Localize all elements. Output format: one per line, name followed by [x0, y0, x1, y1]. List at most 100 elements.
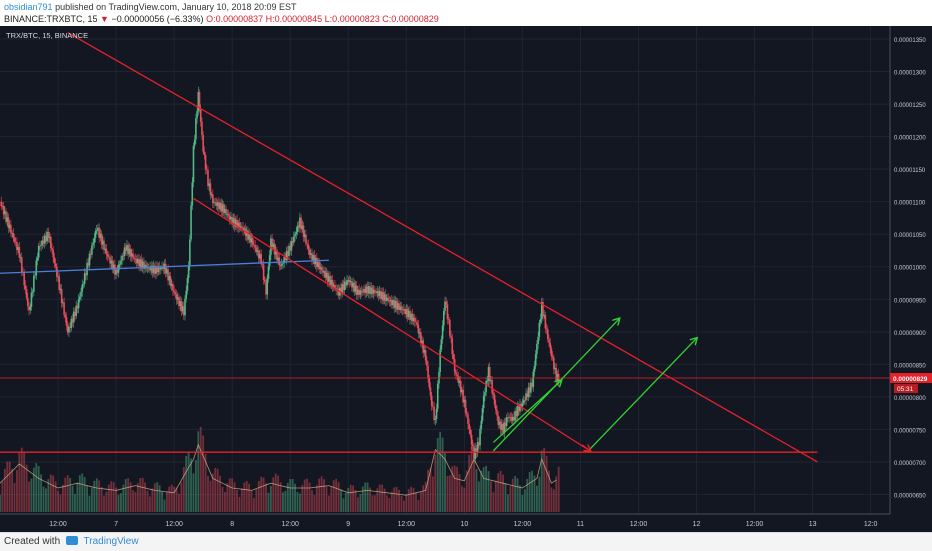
candle-body	[236, 219, 238, 228]
candle-body	[502, 423, 504, 434]
candle-body	[65, 317, 68, 326]
candle-body	[77, 299, 80, 309]
volume-bar	[6, 461, 9, 512]
candle-body	[508, 416, 510, 418]
candle-body	[93, 237, 96, 244]
candle-body	[199, 109, 202, 122]
candle-body	[205, 169, 208, 171]
candle-body	[345, 281, 347, 286]
volume-bar	[456, 466, 458, 512]
candle-body	[191, 182, 194, 206]
volume-bar	[291, 479, 294, 512]
volume-bar	[269, 485, 272, 512]
volume-bar	[0, 494, 1, 512]
candle-body	[183, 306, 185, 316]
candle-body	[468, 423, 470, 430]
volume-bar	[163, 499, 166, 512]
author-link[interactable]: obsidian791	[4, 2, 53, 12]
candle-body	[14, 241, 17, 243]
candle-body	[481, 408, 484, 421]
candle-body	[170, 284, 173, 287]
candle-body	[312, 255, 314, 260]
candle-body	[407, 310, 410, 318]
candle-body	[94, 231, 97, 238]
countdown-label: 05:31	[897, 386, 914, 393]
volume-bar	[417, 499, 420, 512]
candle-body	[501, 423, 503, 430]
volume-bar	[468, 455, 471, 512]
volume-bar	[76, 482, 79, 512]
volume-bar	[107, 484, 110, 512]
volume-bar	[274, 473, 277, 512]
candle-body	[349, 281, 352, 283]
x-tick-label: 8	[230, 521, 234, 528]
volume-bar	[306, 478, 309, 512]
last-price-label: 0.00000829	[893, 376, 928, 383]
volume-bar	[156, 482, 159, 512]
volume-bar	[499, 470, 502, 512]
volume-bar	[66, 475, 69, 512]
candle-body	[476, 442, 479, 453]
volume-bar	[267, 492, 270, 512]
price-chart[interactable]: 0.00001350 0.00001300 0.00001250 0.00001200…	[0, 26, 932, 532]
candle-body	[455, 371, 457, 375]
candle-body	[187, 265, 190, 278]
candle-body	[374, 290, 376, 293]
candle-body	[0, 201, 3, 207]
volume-bar	[328, 495, 330, 512]
candle-body	[160, 267, 162, 270]
candle-body	[357, 289, 359, 295]
candle-body	[280, 264, 283, 266]
candle-body	[121, 255, 123, 261]
tradingview-brand[interactable]: TradingView	[83, 536, 139, 547]
candle-body	[524, 400, 526, 401]
volume-bar	[81, 473, 84, 512]
candle-body	[42, 240, 45, 244]
candle-body	[270, 238, 272, 256]
candle-body	[198, 91, 201, 110]
candle-body	[442, 310, 445, 326]
volume-bar	[557, 466, 560, 512]
candle-body	[416, 322, 418, 326]
candle-body	[463, 399, 466, 403]
volume-bar	[335, 478, 338, 512]
candle-body	[308, 249, 311, 255]
volume-bar	[219, 475, 221, 512]
candle-body	[209, 183, 212, 196]
volume-bar	[536, 485, 538, 512]
volume-bar	[45, 488, 47, 512]
candle-body	[296, 225, 299, 233]
candle-body	[520, 404, 522, 407]
candle-body	[328, 275, 330, 282]
candle-body	[474, 448, 477, 459]
candle-body	[526, 393, 529, 398]
candle-body	[370, 287, 373, 295]
candle-body	[99, 233, 102, 238]
ohlc-text: O:0.00000837 H:0.00000845 L:0.00000823 C…	[206, 14, 439, 24]
candle-body	[424, 349, 427, 361]
candle-body	[224, 208, 226, 214]
volume-bar	[550, 487, 553, 512]
candle-body	[116, 269, 119, 273]
candle-body	[525, 393, 527, 401]
arrow-up-2	[589, 338, 696, 450]
candle-body	[131, 253, 133, 257]
candle-body	[24, 285, 27, 290]
candle-body	[475, 448, 478, 453]
candle-body	[135, 258, 138, 264]
candle-body	[342, 284, 345, 290]
candle-body	[313, 255, 316, 265]
candle-body	[120, 260, 122, 265]
volume-bar	[400, 495, 403, 512]
candle-body	[433, 406, 435, 421]
candle-body	[76, 305, 79, 309]
y-tick-label: 0.00000900	[894, 331, 926, 337]
candle-body	[375, 292, 377, 294]
chart-area[interactable]: 0.00001350 0.00001300 0.00001250 0.00001200…	[0, 26, 932, 532]
volume-bar	[122, 484, 125, 512]
candle-body	[133, 257, 136, 259]
candle-body	[239, 226, 242, 228]
volume-bar	[233, 482, 236, 512]
candle-body	[540, 302, 543, 319]
candle-body	[262, 264, 265, 280]
